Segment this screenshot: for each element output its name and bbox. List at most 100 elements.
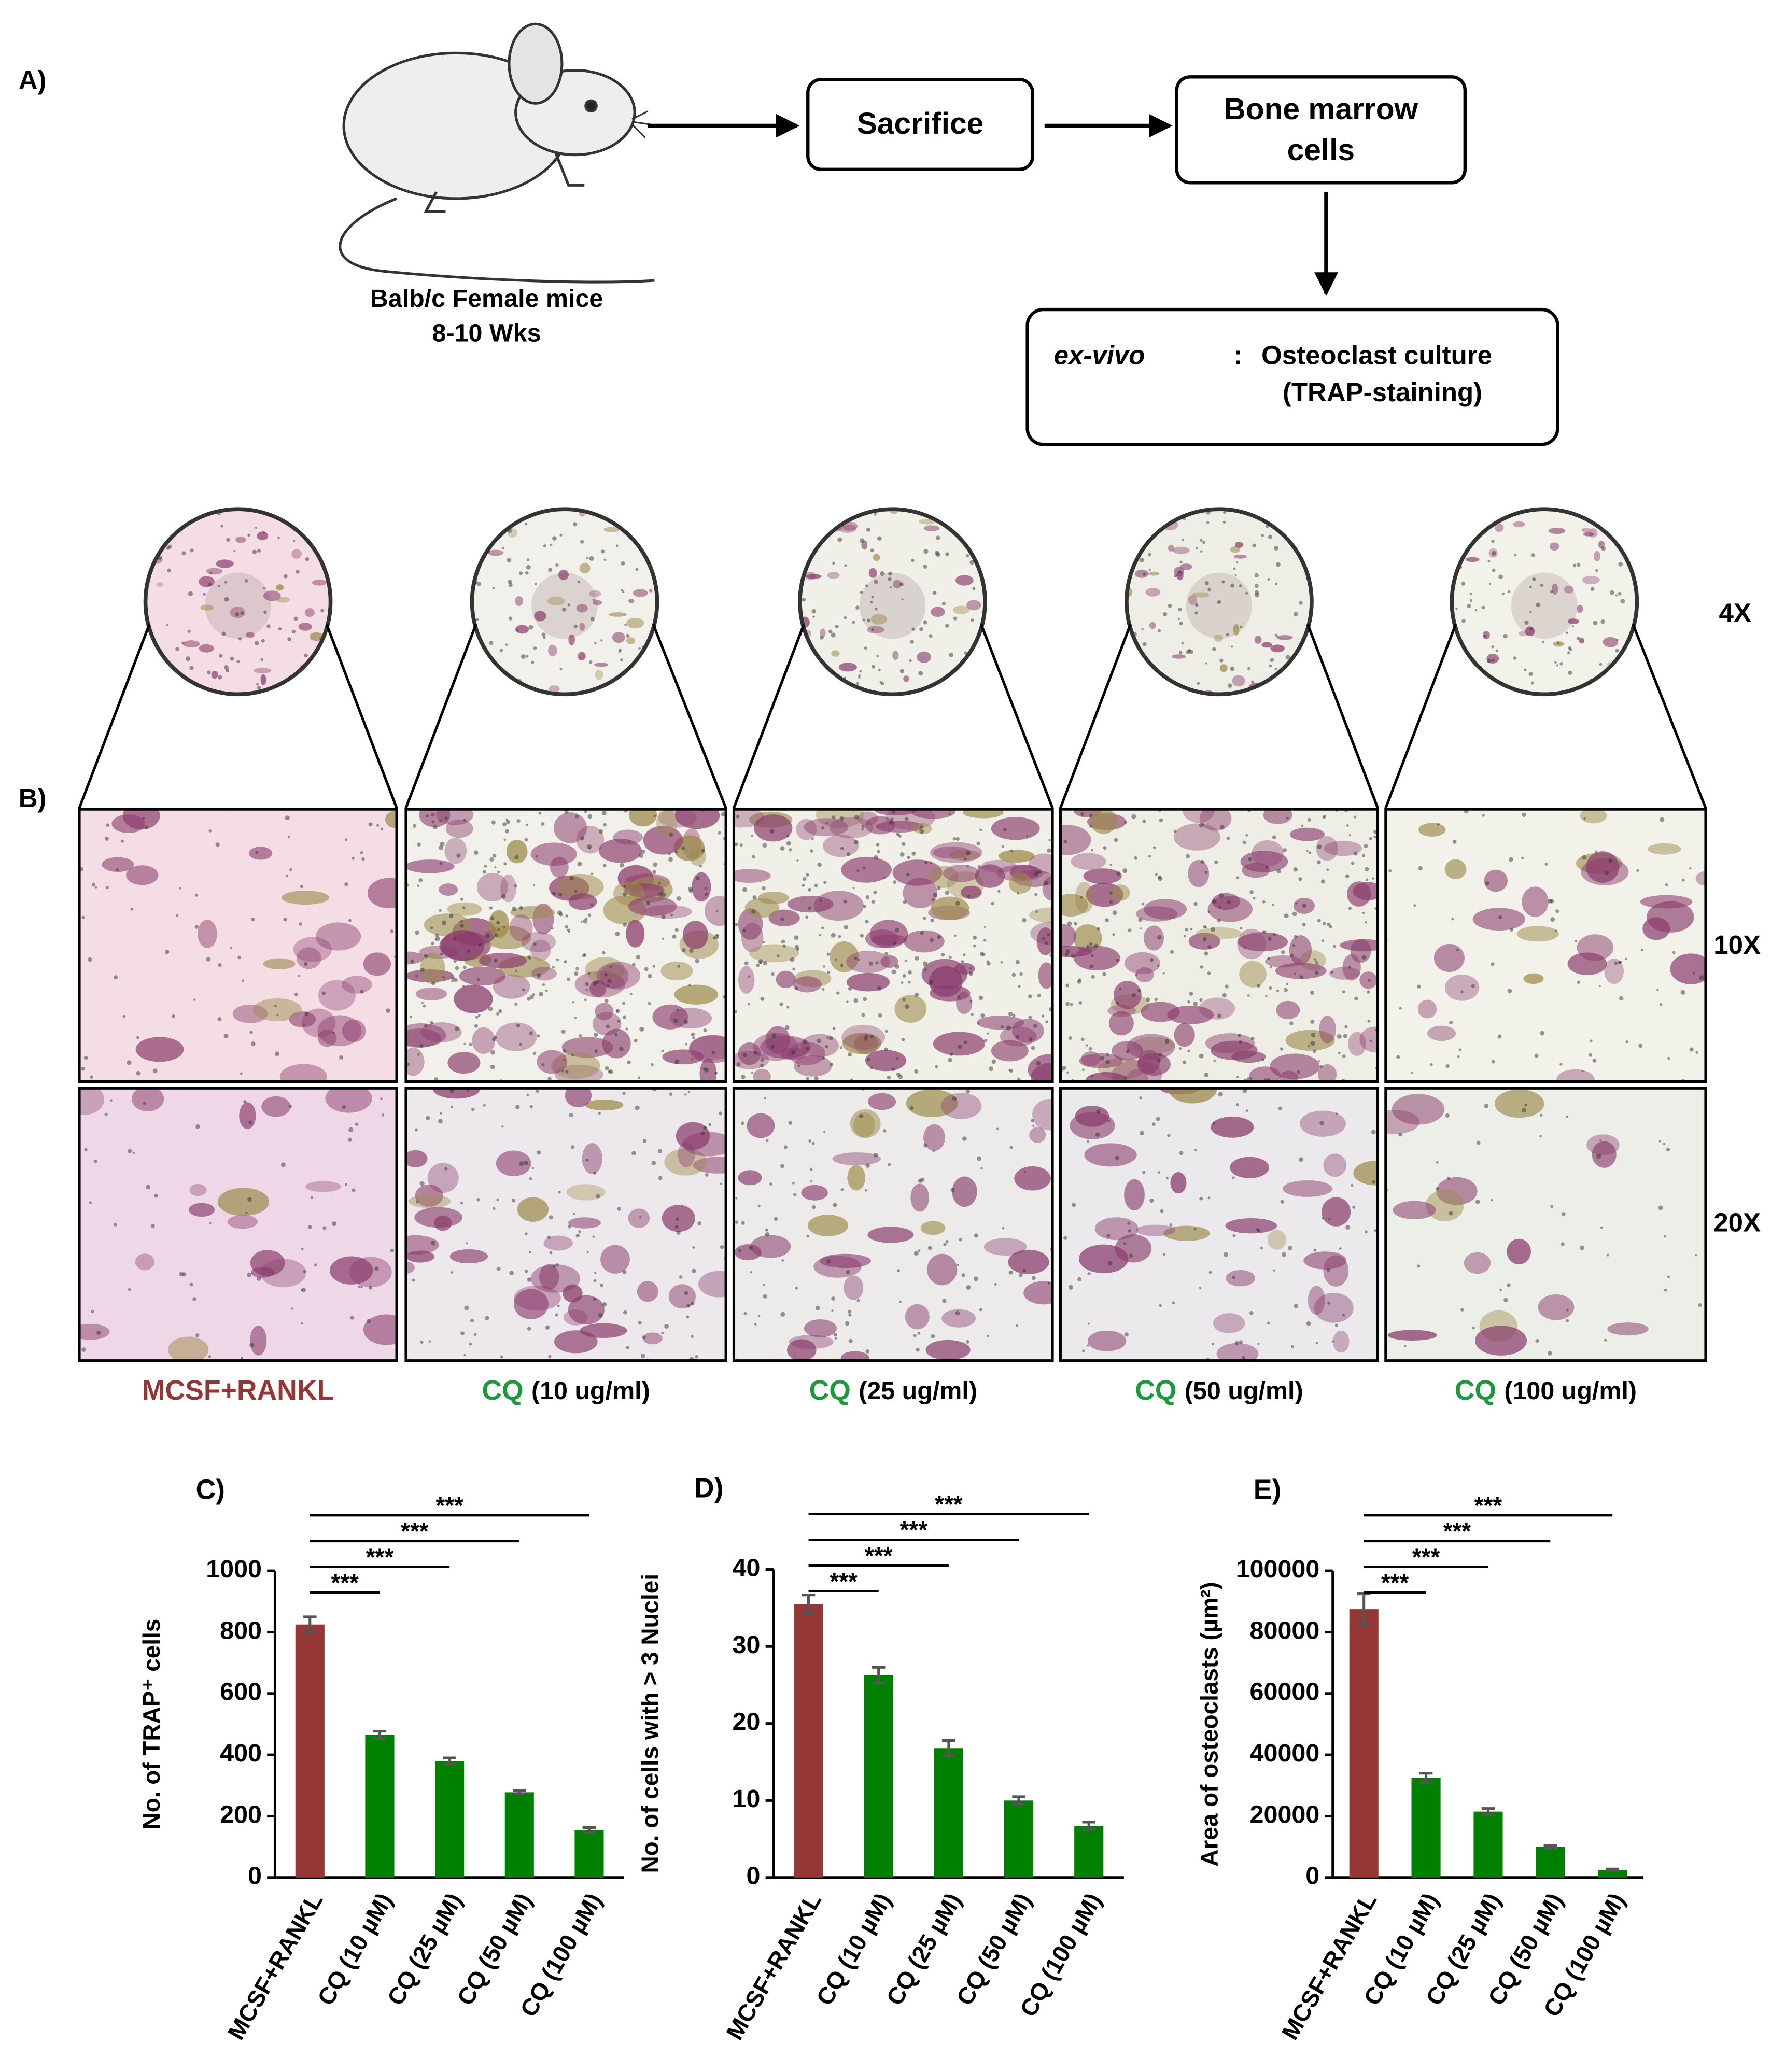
cell — [1564, 585, 1574, 594]
speck — [195, 1333, 200, 1337]
speck — [1317, 919, 1321, 923]
speck — [1165, 1176, 1169, 1179]
speck — [430, 926, 433, 929]
speck — [1295, 902, 1298, 905]
speck — [448, 913, 454, 918]
speck — [638, 853, 643, 858]
speck — [280, 1162, 286, 1167]
speck — [796, 948, 800, 951]
speck — [751, 834, 753, 837]
speck — [439, 909, 442, 912]
speck — [1047, 1281, 1050, 1285]
speck — [808, 667, 811, 670]
speck — [736, 814, 740, 819]
speck — [907, 855, 910, 859]
micrograph-frame — [1059, 808, 1380, 1083]
cell — [1233, 624, 1240, 636]
speck — [1530, 681, 1534, 685]
speck — [942, 1299, 947, 1303]
cell — [927, 1253, 958, 1286]
speck — [1625, 1040, 1628, 1044]
cell — [1188, 595, 1197, 605]
speck — [700, 1131, 705, 1136]
speck — [431, 813, 435, 817]
speck — [1249, 890, 1254, 894]
bar — [934, 1748, 963, 1878]
speck — [720, 1245, 724, 1249]
speck — [221, 631, 226, 636]
speck — [1080, 812, 1084, 816]
speck — [321, 991, 326, 995]
speck — [1323, 922, 1326, 925]
speck — [1152, 846, 1156, 849]
speck — [313, 675, 317, 680]
speck — [1455, 607, 1458, 610]
speck — [1300, 650, 1304, 654]
speck — [1232, 1234, 1236, 1237]
speck — [1307, 817, 1312, 822]
speck — [752, 895, 757, 900]
cell — [1387, 1330, 1437, 1341]
speck — [917, 1249, 921, 1252]
cell — [363, 1314, 397, 1345]
speck — [711, 1050, 715, 1054]
speck — [1194, 603, 1199, 607]
speck — [224, 665, 229, 670]
speck — [866, 618, 870, 623]
micrograph-4x — [1126, 509, 1312, 695]
speck — [236, 659, 240, 664]
speck — [150, 1223, 155, 1228]
cell — [245, 632, 255, 638]
speck — [412, 1278, 415, 1282]
cell — [1464, 1252, 1491, 1274]
speck — [716, 934, 719, 937]
cell — [642, 1332, 663, 1345]
speck — [109, 1099, 113, 1102]
speck — [1364, 843, 1368, 848]
speck — [415, 974, 418, 977]
speck — [283, 574, 288, 579]
speck — [760, 1058, 764, 1062]
speck — [821, 926, 824, 929]
cell — [493, 974, 530, 999]
speck — [1162, 612, 1168, 616]
significance-label: *** — [865, 1542, 893, 1569]
micrograph-frame — [404, 1087, 727, 1362]
speck — [514, 855, 519, 859]
speck — [1281, 950, 1285, 954]
speck — [891, 810, 895, 814]
cell — [880, 955, 898, 968]
speck — [1205, 581, 1209, 585]
speck — [519, 1161, 524, 1166]
speck — [1469, 599, 1473, 602]
speck — [1269, 664, 1272, 668]
speck — [789, 848, 792, 852]
speck — [420, 1340, 424, 1344]
speck — [1365, 878, 1369, 881]
group-name: CQ — [1135, 1375, 1176, 1406]
speck — [1114, 838, 1118, 842]
speck — [738, 1249, 742, 1253]
speck — [1689, 867, 1692, 870]
error-bar — [373, 1730, 387, 1740]
speck — [496, 921, 500, 925]
speck — [243, 1100, 247, 1104]
speck — [832, 561, 835, 565]
speck — [1664, 1235, 1666, 1238]
cell — [1452, 520, 1465, 529]
speck — [569, 876, 574, 881]
speck — [720, 1182, 722, 1185]
cell — [903, 878, 938, 909]
cell — [200, 604, 214, 611]
speck — [1212, 647, 1216, 651]
error-bar — [1012, 1795, 1025, 1806]
y-tick-label: 30 — [733, 1631, 761, 1659]
speck — [803, 527, 807, 531]
speck — [967, 895, 971, 898]
speck — [674, 1059, 680, 1064]
speck — [1343, 1034, 1347, 1038]
speck — [347, 1138, 352, 1142]
speck — [831, 933, 836, 938]
mouse-icon — [339, 22, 655, 284]
speck — [154, 1194, 158, 1198]
